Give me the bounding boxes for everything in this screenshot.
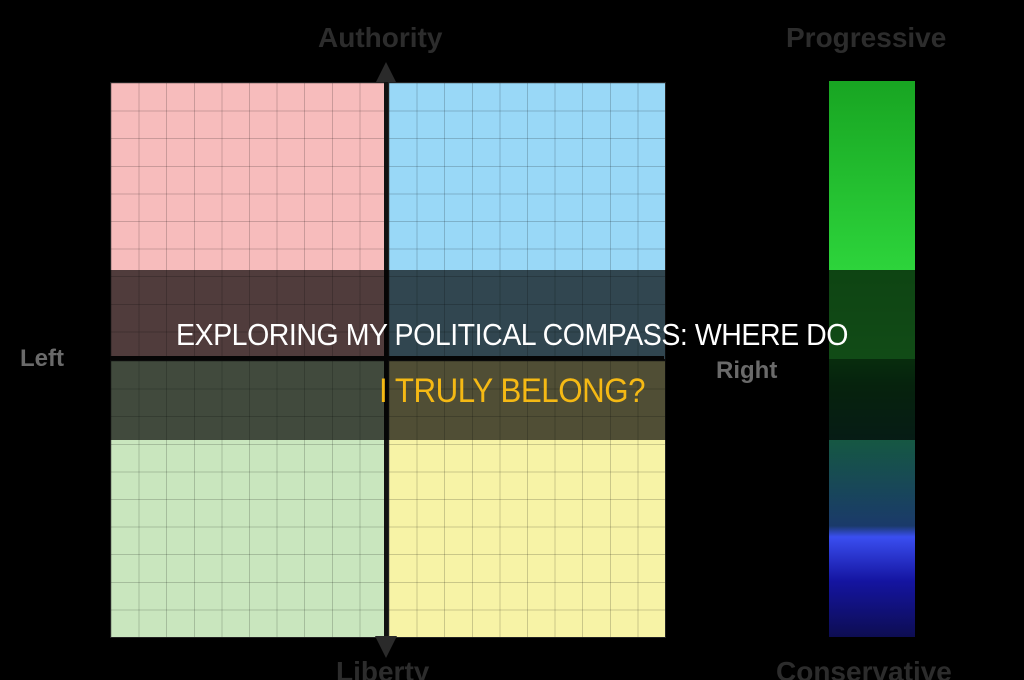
title-overlay [0, 270, 1024, 440]
left-label: Left [20, 345, 64, 372]
right-label: Right [716, 357, 778, 384]
headline-line-2: I TRULY BELONG? [378, 372, 646, 410]
progressive-label: Progressive [786, 22, 947, 53]
liberty-label: Liberty [336, 656, 430, 680]
down-arrow-icon [375, 636, 397, 658]
conservative-label: Conservative [776, 656, 952, 680]
authority-label: Authority [318, 22, 443, 53]
headline-line-1: EXPLORING MY POLITICAL COMPASS: WHERE DO [175, 317, 849, 352]
up-arrow-icon [375, 62, 397, 84]
